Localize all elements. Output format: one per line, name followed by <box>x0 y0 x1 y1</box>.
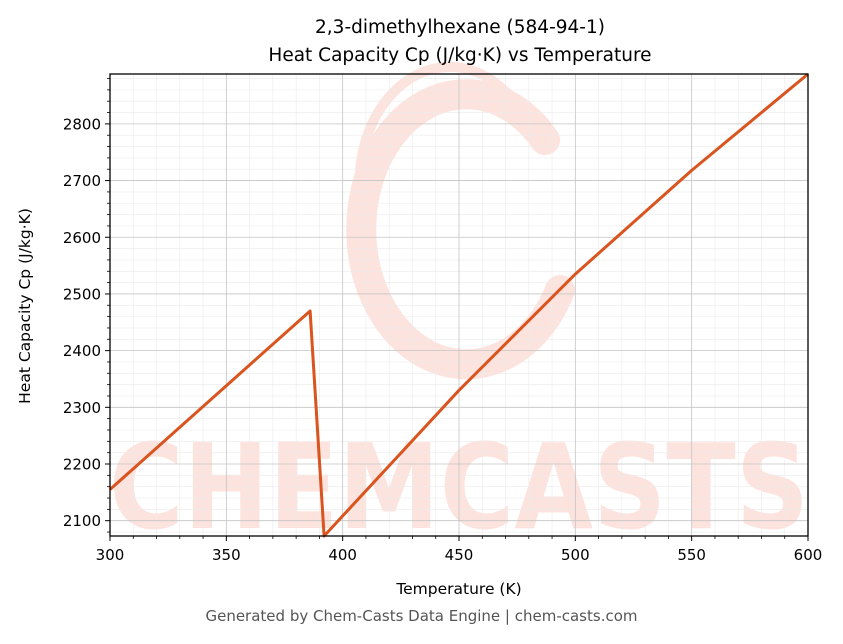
y-tick-label: 2500 <box>63 285 101 303</box>
y-tick-label: 2100 <box>63 512 101 530</box>
y-tick-label: 2400 <box>63 342 101 360</box>
x-tick-label: 350 <box>212 546 241 564</box>
x-tick-label: 450 <box>445 546 474 564</box>
y-tick-label: 2300 <box>63 399 101 417</box>
y-tick-label: 2200 <box>63 456 101 474</box>
tick-labels: 300 350 400 450 500 550 600 2100 2200 2300 2400 250… <box>63 115 823 564</box>
x-tick-label: 500 <box>561 546 590 564</box>
heat-capacity-line <box>109 72 809 538</box>
watermark-swirl-inner <box>354 61 525 195</box>
y-tick-label: 2600 <box>63 229 101 247</box>
y-tick-label: 2800 <box>63 115 101 133</box>
x-tick-label: 600 <box>794 546 823 564</box>
footer-credit: Generated by Chem-Casts Data Engine | ch… <box>205 607 638 625</box>
watermark-swirl <box>346 79 575 380</box>
axis-ticks <box>105 78 809 541</box>
x-axis-label: Temperature (K) <box>395 580 521 598</box>
y-tick-label: 2700 <box>63 172 101 190</box>
chart-subtitle: Heat Capacity Cp (J/kg·K) vs Temperature <box>268 45 651 66</box>
x-tick-label: 400 <box>328 546 357 564</box>
y-axis-label: Heat Capacity Cp (J/kg·K) <box>16 208 34 404</box>
series-layer <box>109 72 809 538</box>
x-tick-label: 300 <box>96 546 125 564</box>
x-tick-label: 550 <box>677 546 706 564</box>
chart-title: 2,3-dimethylhexane (584-94-1) <box>315 17 605 38</box>
